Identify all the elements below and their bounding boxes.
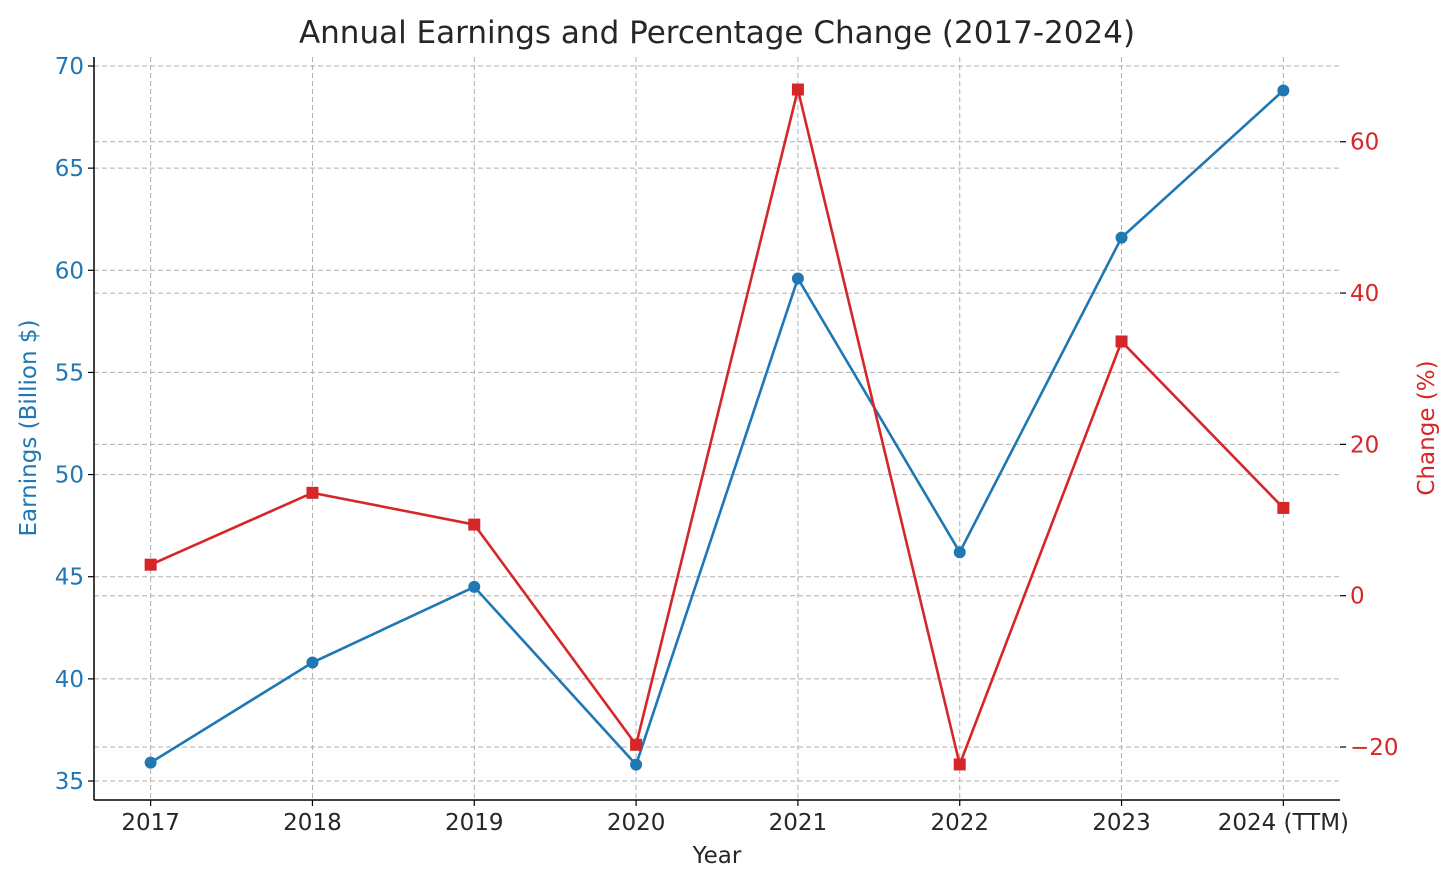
data-point-left — [468, 580, 481, 593]
data-point-right — [953, 758, 966, 771]
x-tick-label: 2021 — [769, 810, 828, 836]
y-left-tick-label: 60 — [55, 258, 84, 284]
y-right-tick-label: 60 — [1350, 130, 1379, 156]
x-tick-label: 2017 — [121, 810, 180, 836]
data-point-left — [1277, 84, 1290, 97]
x-tick-label: 2020 — [607, 810, 666, 836]
data-point-left — [630, 758, 643, 771]
y-left-tick-label: 40 — [55, 667, 84, 693]
x-tick-label: 2024 (TTM) — [1218, 810, 1349, 836]
data-point-left — [144, 756, 157, 769]
data-point-right — [306, 486, 319, 499]
y-left-tick-label: 45 — [55, 565, 84, 591]
data-point-left — [1115, 231, 1128, 244]
x-tick-label: 2022 — [930, 810, 989, 836]
y-left-tick-label: 55 — [55, 360, 84, 386]
data-point-right — [468, 518, 481, 531]
data-point-right — [791, 83, 804, 96]
data-point-right — [1277, 501, 1290, 514]
y-right-tick-label: 40 — [1350, 281, 1379, 307]
series-line-left — [149, 89, 1285, 768]
chart-title: Annual Earnings and Percentage Change (2… — [299, 15, 1135, 51]
y-left-axis-label: Earnings (Billion $) — [16, 320, 42, 537]
x-tick-label: 2023 — [1092, 810, 1151, 836]
data-point-right — [630, 738, 643, 751]
y-right-axis-label: Change (%) — [1414, 360, 1440, 495]
data-point-left — [306, 656, 319, 669]
y-right-tick-label: 0 — [1350, 584, 1365, 610]
y-right-tick-label: −20 — [1350, 735, 1399, 761]
data-point-right — [144, 558, 157, 571]
y-left-tick-label: 35 — [55, 769, 84, 795]
y-left-tick-label: 65 — [55, 156, 84, 182]
data-point-left — [791, 272, 804, 285]
series-line-right — [150, 89, 1285, 769]
y-right-tick-label: 20 — [1350, 432, 1379, 458]
x-axis-label: Year — [692, 843, 742, 869]
data-point-right — [1115, 335, 1128, 348]
y-left-tick-label: 50 — [55, 463, 84, 489]
data-point-left — [953, 546, 966, 559]
x-tick-label: 2018 — [283, 810, 342, 836]
x-tick-label: 2019 — [445, 810, 504, 836]
y-left-tick-label: 70 — [55, 54, 84, 80]
